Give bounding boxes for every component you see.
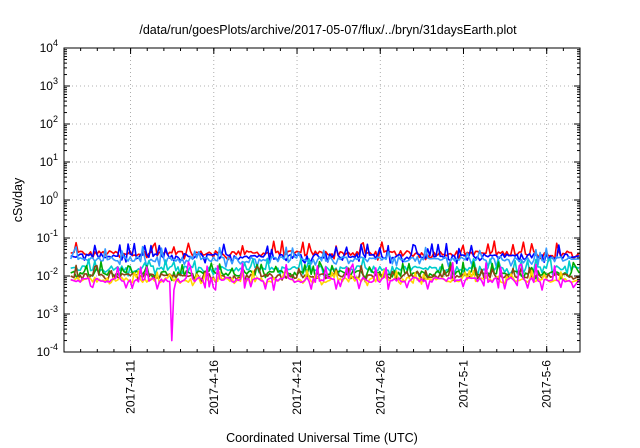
plot-frame <box>63 47 581 353</box>
y-axis: 10-4 10-3 10-2 10-1 100 101 102 103 104 <box>37 38 580 359</box>
x-axis: 2017-4-11 2017-4-16 2017-4-21 2017-4-26 2017… <box>80 48 564 415</box>
x-tick-label: 2017-4-16 <box>207 360 221 415</box>
y-tick-label: 10-3 <box>37 304 58 321</box>
y-tick-label: 10-2 <box>37 266 58 283</box>
x-tick-label: 2017-4-26 <box>373 360 387 415</box>
y-tick-label: 10-1 <box>37 228 58 245</box>
series-line <box>70 242 580 265</box>
series-lines <box>69 240 580 342</box>
grid <box>64 48 580 352</box>
y-tick-label: 10-4 <box>37 342 58 359</box>
y-tick-label: 101 <box>40 152 58 169</box>
y-tick-label: 100 <box>40 190 58 207</box>
x-tick-label: 2017-4-21 <box>290 360 304 415</box>
series-line <box>69 245 580 268</box>
y-tick-label: 102 <box>40 114 58 131</box>
x-axis-label: Coordinated Universal Time (UTC) <box>226 431 418 445</box>
y-tick-label: 103 <box>40 76 58 93</box>
x-tick-label: 2017-5-1 <box>456 360 470 408</box>
x-tick-label: 2017-4-11 <box>124 360 138 414</box>
series-line <box>70 261 580 342</box>
x-tick-label: 2017-5-6 <box>540 360 554 408</box>
y-axis-label: cSv/day <box>11 177 25 222</box>
chart-title: /data/run/goesPlots/archive/2017-05-07/f… <box>139 23 517 37</box>
y-tick-label: 104 <box>40 38 58 55</box>
